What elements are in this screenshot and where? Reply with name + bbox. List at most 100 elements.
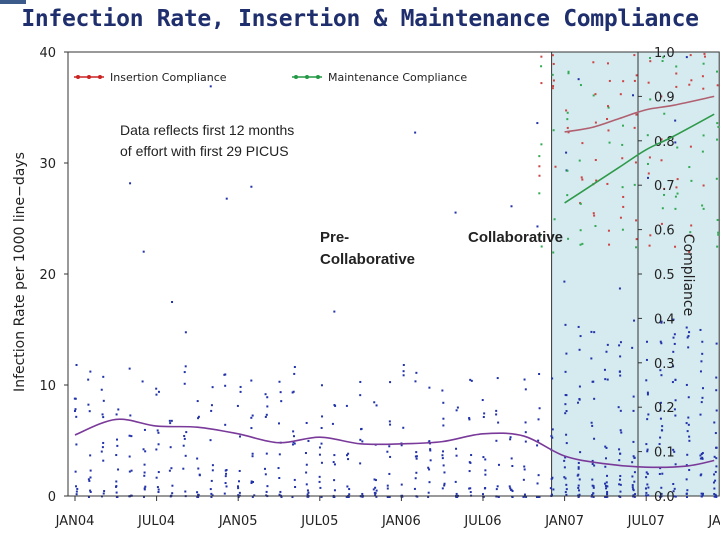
infection-dot — [647, 494, 650, 497]
infection-dot — [565, 493, 568, 496]
compliance-dot — [688, 83, 691, 86]
infection-dot — [577, 78, 580, 81]
infection-dot — [279, 391, 282, 394]
infection-dot — [115, 413, 118, 416]
infection-dot — [238, 491, 241, 494]
infection-dot — [715, 465, 718, 468]
infection-dot — [239, 390, 242, 393]
y2-tick-label: 0.1 — [654, 446, 675, 461]
infection-dot — [305, 463, 308, 466]
infection-dot — [495, 413, 498, 416]
infection-dot — [469, 491, 472, 494]
infection-dot — [142, 250, 145, 253]
infection-dot — [593, 464, 596, 467]
compliance-dot — [581, 242, 584, 245]
infection-dot — [102, 375, 105, 378]
infection-dot — [685, 56, 688, 59]
infection-dot — [686, 489, 689, 492]
infection-dot — [551, 377, 554, 380]
infection-dot — [701, 396, 704, 399]
infection-dot — [278, 453, 281, 456]
infection-dot — [359, 394, 362, 397]
infection-dot — [386, 495, 389, 498]
infection-dot — [102, 399, 105, 402]
infection-dot — [347, 495, 350, 498]
infection-dot — [715, 409, 718, 412]
infection-dot — [658, 472, 661, 475]
infection-dot — [144, 485, 147, 488]
infection-dot — [402, 426, 405, 429]
infection-dot — [620, 431, 623, 434]
compliance-dot — [579, 229, 582, 232]
infection-dot — [645, 471, 648, 474]
infection-dot — [700, 401, 703, 404]
infection-dot — [237, 480, 240, 483]
infection-dot — [673, 487, 676, 490]
infection-dot — [182, 467, 185, 470]
infection-dot — [359, 462, 362, 465]
compliance-dot — [716, 84, 719, 87]
infection-dot — [441, 389, 444, 392]
infection-dot — [510, 457, 513, 460]
x-axis-ticks: JAN04 JUL04 JAN05 JUL05 JAN06 JUL06 JAN07 JUL07… — [55, 496, 720, 529]
infection-dot — [481, 493, 484, 496]
compliance-dot — [540, 82, 543, 85]
infection-dot — [579, 451, 582, 454]
compliance-dot — [660, 222, 663, 225]
compliance-dot — [551, 54, 554, 57]
infection-dot — [565, 488, 568, 491]
compliance-dot — [552, 85, 555, 88]
infection-dot — [618, 459, 621, 462]
infection-dot — [236, 485, 239, 488]
infection-dot — [699, 370, 702, 373]
infection-dot — [563, 280, 566, 283]
infection-dot — [155, 448, 158, 451]
infection-dot — [591, 462, 594, 465]
infection-dot — [606, 490, 609, 493]
infection-dot — [143, 474, 146, 477]
pre-collaborative-label-2: Collaborative — [320, 251, 415, 268]
right-axis-ticks: 0.00.10.20.30.40.50.60.70.80.91.0 — [638, 46, 675, 505]
infection-dot — [685, 422, 688, 425]
infection-dot — [578, 478, 581, 481]
compliance-dot — [579, 243, 582, 246]
infection-dot — [74, 470, 77, 473]
infection-dot — [211, 494, 214, 497]
infection-dot — [75, 364, 78, 367]
infection-dot — [373, 401, 376, 404]
infection-dot — [291, 495, 294, 498]
infection-dot — [699, 457, 702, 460]
compliance-dot — [689, 231, 692, 234]
infection-dot — [87, 478, 90, 481]
compliance-dot — [660, 159, 663, 162]
infection-dot — [604, 445, 607, 448]
infection-dot — [73, 409, 76, 412]
y-tick-label: 20 — [39, 268, 56, 283]
infection-dot — [687, 416, 690, 419]
infection-dot — [619, 495, 622, 498]
infection-dot — [712, 481, 715, 484]
infection-dot — [577, 467, 580, 470]
infection-dot — [618, 448, 621, 451]
y-axis-title: Infection Rate per 1000 line−days — [12, 152, 28, 392]
infection-dot — [280, 495, 283, 498]
infection-dot — [671, 381, 674, 384]
infection-dot — [565, 442, 568, 445]
infection-dot — [631, 484, 634, 487]
compliance-dot — [619, 93, 622, 96]
infection-dot — [170, 419, 173, 422]
infection-dot — [619, 474, 622, 477]
infection-dot — [428, 481, 431, 484]
infection-dot — [75, 493, 78, 496]
infection-dot — [522, 478, 525, 481]
infection-dot — [251, 495, 254, 498]
infection-dot — [142, 448, 145, 451]
infection-dot — [469, 378, 472, 381]
infection-dot — [225, 468, 228, 471]
compliance-dot — [647, 172, 650, 175]
infection-dot — [292, 390, 295, 393]
legend-maintenance-marker — [316, 75, 320, 79]
infection-dot — [551, 476, 554, 479]
compliance-dot — [567, 131, 570, 134]
infection-dot — [632, 455, 635, 458]
